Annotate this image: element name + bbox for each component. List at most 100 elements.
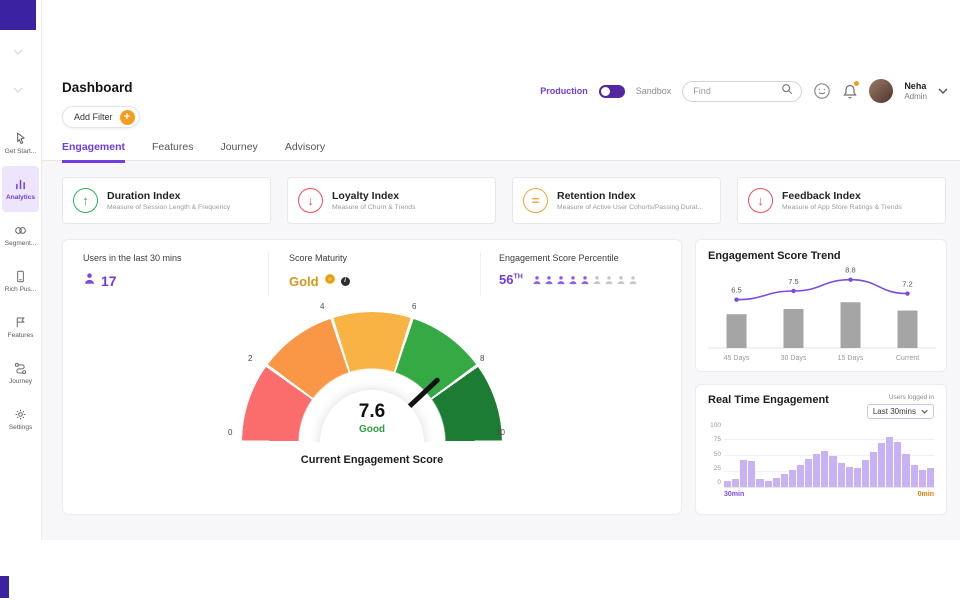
pointer-icon xyxy=(14,131,27,145)
sidebar-item-label: Journey xyxy=(8,378,33,385)
realtime-card-title: Real Time Engagement xyxy=(708,394,829,406)
bar xyxy=(732,479,740,487)
chevron-down-icon xyxy=(13,42,23,60)
bar xyxy=(869,451,878,487)
index-card-retention-index[interactable]: = Retention Index Measure of Active User… xyxy=(512,177,721,224)
info-icon[interactable]: i xyxy=(340,276,350,286)
gauge-tick-label: 4 xyxy=(320,302,325,311)
page-title: Dashboard xyxy=(62,80,133,95)
gauge-value-bubble: 7.6 Good xyxy=(320,390,424,442)
index-card-subtitle: Measure of Session Length & Frequency xyxy=(107,204,231,211)
sidebar-item-label: Rich Pus... xyxy=(4,286,37,293)
percentile-value: 56TH xyxy=(499,272,523,287)
env-toggle[interactable] xyxy=(598,84,625,98)
sidebar-nav: Get Start... Analytics Segment... Rich Pus.… xyxy=(0,120,41,442)
svg-text:7.2: 7.2 xyxy=(902,280,912,289)
sandbox-label[interactable]: Sandbox xyxy=(635,86,672,96)
tab-features[interactable]: Features xyxy=(152,141,194,153)
index-card-subtitle: Measure of Churn & Trends xyxy=(332,204,416,211)
settings-icon xyxy=(14,407,27,421)
arrow-up-icon: ↑ xyxy=(73,188,98,213)
user-icon xyxy=(83,272,96,290)
production-label[interactable]: Production xyxy=(540,86,588,96)
notification-dot xyxy=(854,80,860,86)
sidebar-item-get-start[interactable]: Get Start... xyxy=(2,120,39,166)
notifications-bell-icon[interactable] xyxy=(842,80,860,100)
svg-text:6.5: 6.5 xyxy=(731,286,741,295)
index-card-title: Feedback Index xyxy=(782,190,861,202)
engagement-score-gauge: 7.6 Good 0 2 4 6 8 10 xyxy=(228,302,505,442)
gold-medal-icon xyxy=(324,272,336,290)
user-name: Neha xyxy=(904,81,927,92)
bar xyxy=(756,478,764,487)
person-icon xyxy=(617,275,625,284)
search-icon[interactable] xyxy=(781,82,793,100)
bar xyxy=(813,453,821,487)
bar xyxy=(740,460,748,487)
svg-text:30 Days: 30 Days xyxy=(781,355,807,362)
user-menu-chevron-icon[interactable] xyxy=(938,88,948,94)
bar xyxy=(902,453,910,487)
sidebar-item-segment[interactable]: Segment... xyxy=(2,212,39,258)
tab-engagement[interactable]: Engagement xyxy=(62,141,126,163)
gauge-tick-label: 10 xyxy=(496,428,505,437)
bar xyxy=(788,470,796,487)
search-box xyxy=(682,80,803,102)
realtime-y-tick: 75 xyxy=(713,436,721,444)
sidebar-item-journey[interactable]: Journey xyxy=(2,350,39,396)
realtime-y-tick: 25 xyxy=(713,464,721,472)
realtime-range-select[interactable]: Last 30mins xyxy=(866,404,934,419)
gauge-value: 7.6 xyxy=(358,401,386,422)
svg-text:Current: Current xyxy=(896,355,919,362)
tab-advisory[interactable]: Advisory xyxy=(284,141,326,153)
bar xyxy=(861,460,869,487)
user-role: Admin xyxy=(904,91,927,101)
sidebar-item-rich-pus[interactable]: Rich Pus... xyxy=(2,258,39,304)
index-card-subtitle: Measure of App Store Ratings & Trends xyxy=(782,204,902,211)
arrow-down-icon: ↓ xyxy=(748,188,773,213)
user-menu[interactable]: Neha Admin xyxy=(904,81,927,101)
bar xyxy=(853,467,861,487)
search-input[interactable] xyxy=(693,86,782,96)
bar xyxy=(829,456,837,487)
app-logo[interactable] xyxy=(0,0,36,30)
bar xyxy=(748,461,756,487)
person-icon xyxy=(629,275,637,284)
realtime-legend: Users logged in xyxy=(888,394,934,401)
support-smiley-icon[interactable] xyxy=(813,82,831,100)
svg-text:8.8: 8.8 xyxy=(845,266,855,275)
person-icon xyxy=(533,275,541,284)
index-card-loyalty-index[interactable]: ↓ Loyalty Index Measure of Churn & Trend… xyxy=(287,177,496,224)
index-card-feedback-index[interactable]: ↓ Feedback Index Measure of App Store Ra… xyxy=(737,177,946,224)
sidebar-item-features[interactable]: Features xyxy=(2,304,39,350)
plus-icon: + xyxy=(119,109,135,125)
bar xyxy=(837,462,845,487)
sidebar-item-label: Analytics xyxy=(6,194,35,201)
realtime-y-tick: 50 xyxy=(713,450,721,458)
gauge-caption: Current Engagement Score xyxy=(300,454,444,466)
person-icon xyxy=(545,275,553,284)
bar xyxy=(926,467,934,487)
maturity-value: Gold xyxy=(289,273,319,289)
svg-text:45 Days: 45 Days xyxy=(724,355,750,362)
sidebar-item-settings[interactable]: Settings xyxy=(2,396,39,442)
trend-chart: 6.5 7.5 8.8 7.2 45 Days 30 Days 15 Days Current xyxy=(708,264,936,369)
stats-row: Users in the last 30 mins 17 Score Matur… xyxy=(63,240,681,296)
trend-card-title: Engagement Score Trend xyxy=(708,250,841,262)
avatar[interactable] xyxy=(869,79,894,103)
add-filter-label: Add Filter xyxy=(74,112,113,122)
svg-text:7.5: 7.5 xyxy=(788,277,798,286)
tab-journey[interactable]: Journey xyxy=(220,141,258,153)
sidebar: Get Start... Analytics Segment... Rich Pus.… xyxy=(0,0,42,540)
sidebar-item-label: Segment... xyxy=(4,240,37,247)
index-card-duration-index[interactable]: ↑ Duration Index Measure of Session Leng… xyxy=(62,177,271,224)
users-value: 17 xyxy=(101,273,117,289)
index-card-row: ↑ Duration Index Measure of Session Leng… xyxy=(62,177,946,224)
bar xyxy=(894,442,902,487)
index-card-subtitle: Measure of Active User Cohorts/Passing D… xyxy=(557,204,704,211)
add-filter-button[interactable]: Add Filter + xyxy=(62,106,140,128)
stat-users-last-30-mins: Users in the last 30 mins 17 xyxy=(63,253,269,296)
sidebar-item-analytics[interactable]: Analytics xyxy=(2,166,39,212)
person-icon xyxy=(581,275,589,284)
